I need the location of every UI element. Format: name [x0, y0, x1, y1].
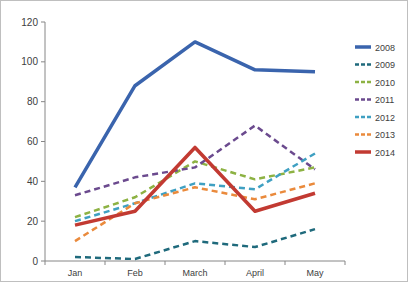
- y-tick-label: 20: [27, 216, 39, 227]
- legend-label: 2012: [375, 113, 395, 123]
- y-tick: [41, 141, 45, 142]
- legend-label: 2011: [375, 95, 394, 105]
- y-tick: [41, 221, 45, 222]
- legend-label: 2013: [375, 130, 395, 140]
- legend-label: 2014: [375, 148, 395, 158]
- y-tick-label: 80: [27, 96, 39, 107]
- x-tick-label: April: [246, 268, 264, 278]
- series-line: [75, 229, 315, 259]
- series-line: [75, 183, 315, 241]
- y-tick-label: 40: [27, 176, 39, 187]
- series-line: [75, 42, 315, 187]
- y-tick: [41, 261, 45, 262]
- chart-border: [1, 1, 408, 282]
- y-tick: [41, 61, 45, 62]
- series-line: [75, 126, 315, 196]
- x-tick: [225, 261, 226, 265]
- legend-swatch: [355, 98, 371, 101]
- legend-label: 2010: [375, 78, 395, 88]
- x-tick: [345, 261, 346, 265]
- x-tick: [45, 261, 46, 265]
- y-tick: [41, 22, 45, 23]
- legend-swatch: [355, 150, 371, 154]
- y-tick-label: 0: [32, 256, 38, 267]
- x-axis: [45, 261, 345, 262]
- x-tick: [285, 261, 286, 265]
- x-tick-label: Feb: [127, 268, 143, 278]
- series-line: [75, 161, 315, 217]
- legend-swatch: [355, 45, 371, 49]
- legend-label: 2009: [375, 60, 395, 70]
- x-tick: [165, 261, 166, 265]
- series-line: [75, 147, 315, 225]
- y-tick: [41, 181, 45, 182]
- y-tick-label: 60: [27, 136, 39, 147]
- plot-area: [75, 42, 315, 259]
- y-tick: [41, 101, 45, 102]
- legend-swatch: [355, 63, 371, 66]
- legend-swatch: [355, 81, 371, 84]
- x-tick-label: Jan: [68, 268, 83, 278]
- legend-swatch: [355, 133, 371, 136]
- chart: 0 20 40 60 80 100 120 Jan Feb March April May 2008 20…: [0, 0, 408, 282]
- y-tick-label: 100: [21, 56, 38, 67]
- x-tick-label: March: [182, 268, 207, 278]
- legend-label: 2008: [375, 43, 395, 53]
- x-tick: [105, 261, 106, 265]
- legend-swatch: [355, 116, 371, 119]
- x-tick-label: May: [306, 268, 324, 278]
- y-tick-label: 120: [21, 17, 38, 28]
